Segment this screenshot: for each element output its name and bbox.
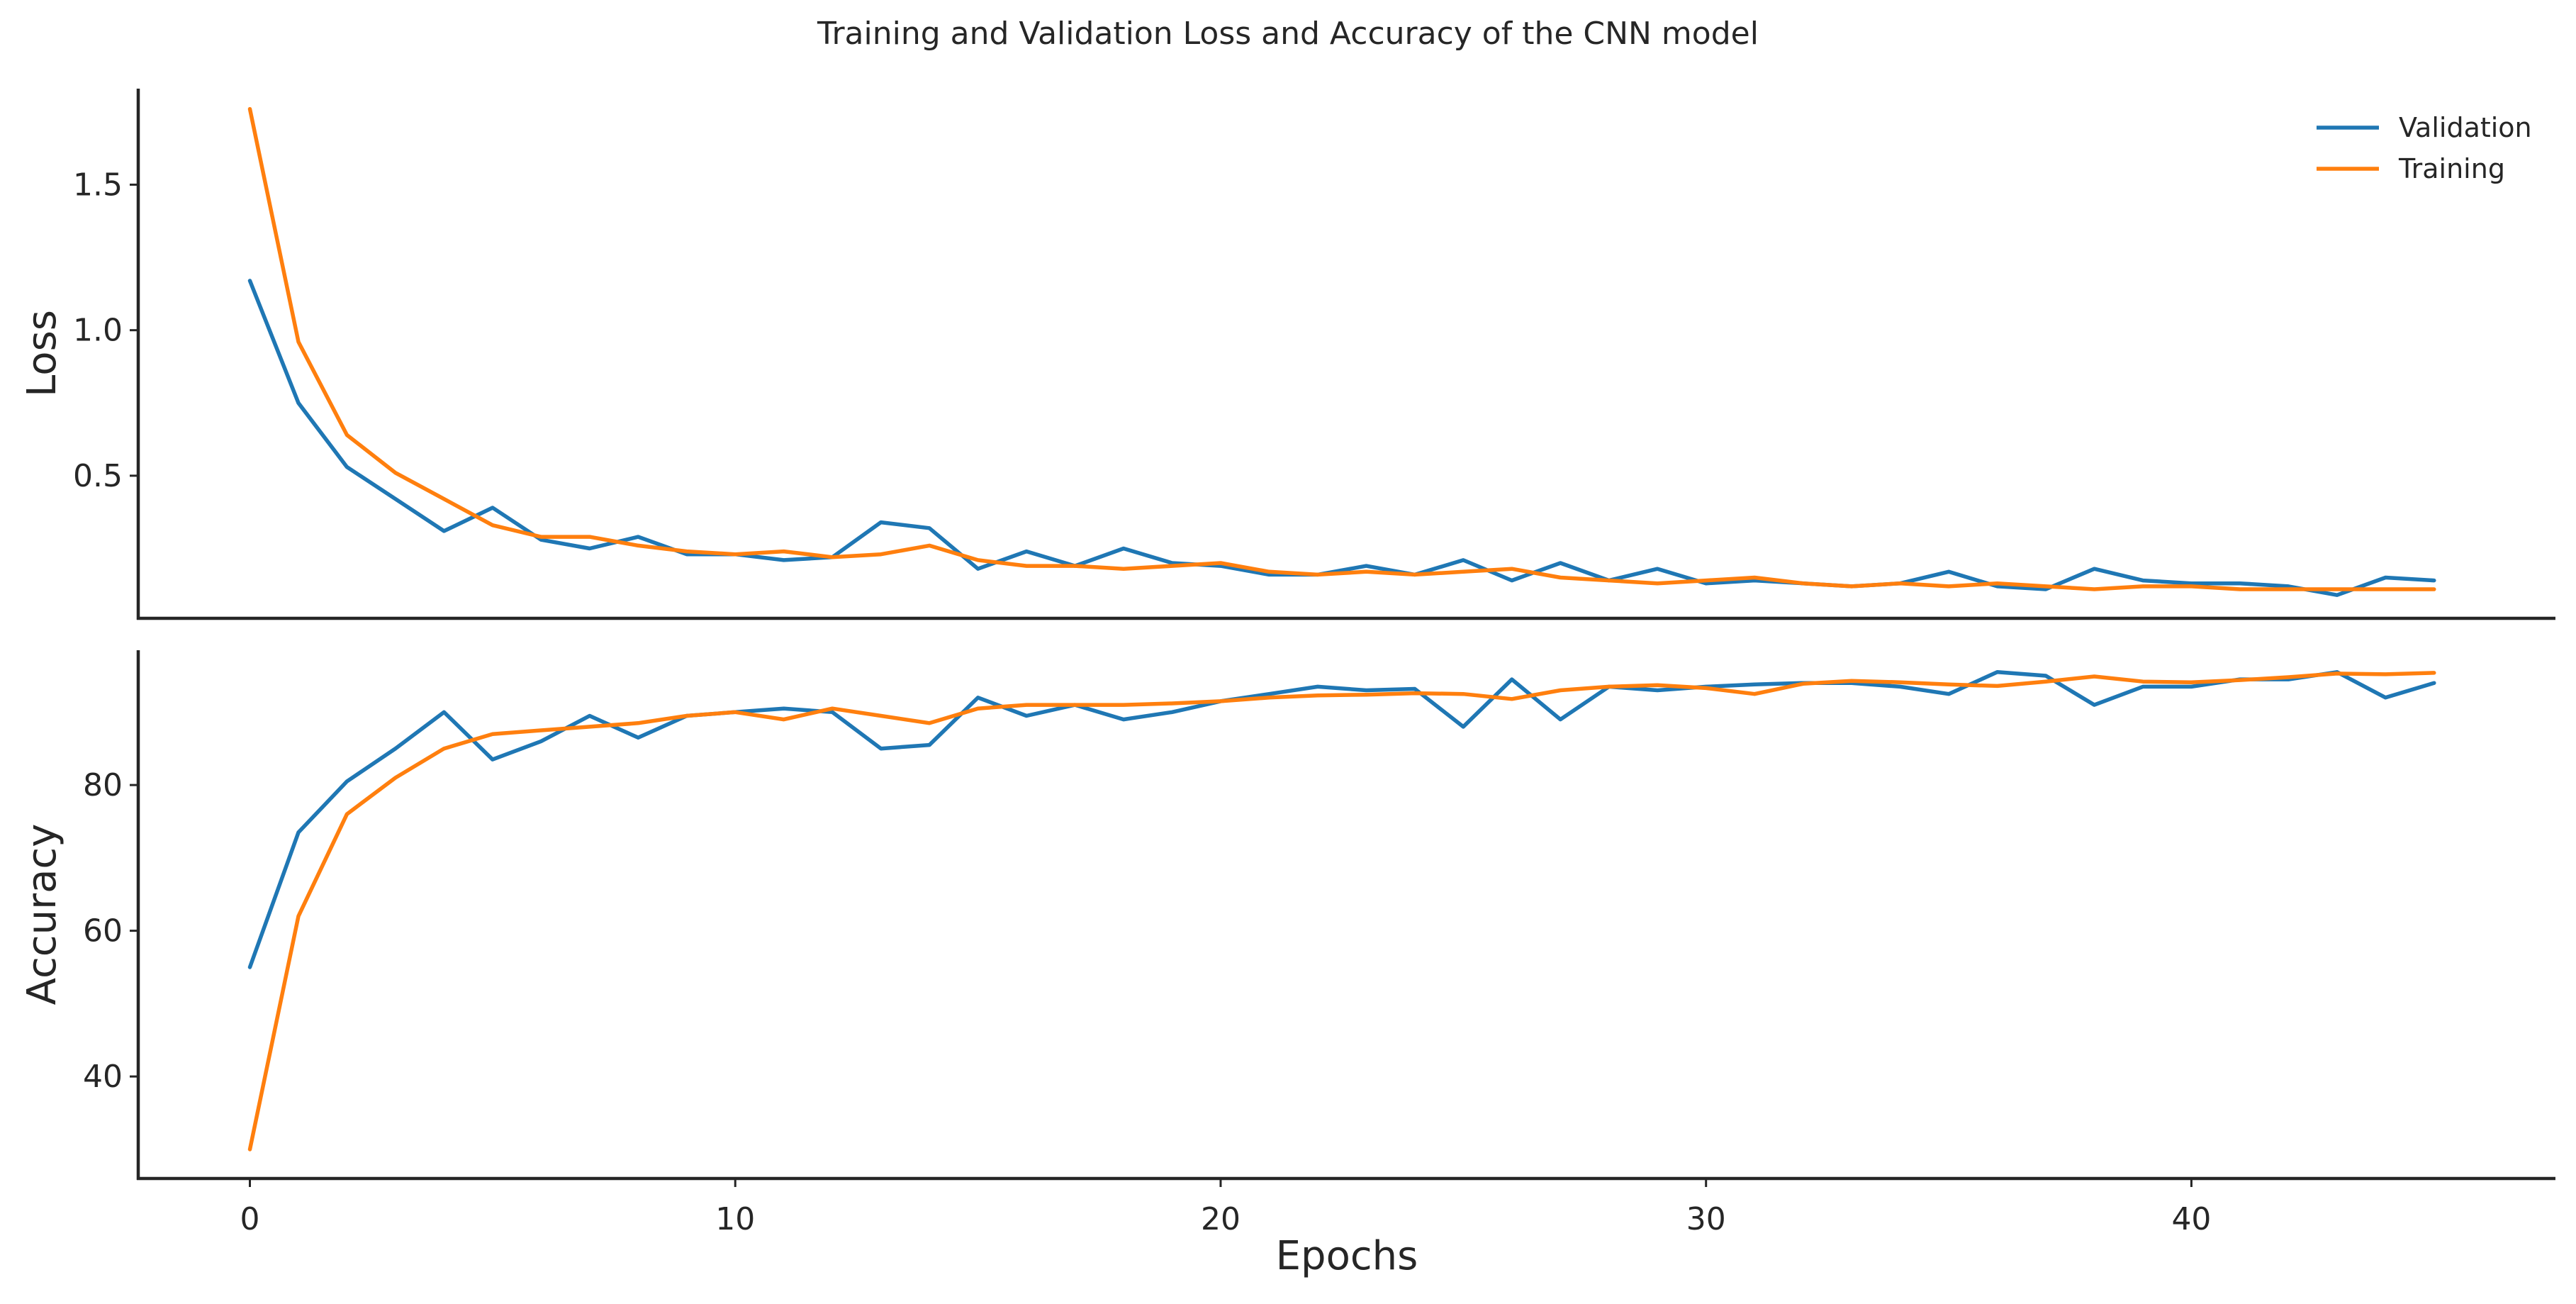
accuracy-training-line: [247, 671, 2436, 1152]
loss-validation-line: [247, 279, 2436, 597]
legend: Validation Training: [2317, 112, 2532, 184]
loss-y-tick-label: 0.5: [73, 458, 123, 494]
loss-y-axis-label: Loss: [19, 310, 65, 397]
x-tick-label: 20: [1201, 1201, 1241, 1237]
legend-label-training: Training: [2398, 153, 2505, 184]
accuracy-y-tick-label: 40: [83, 1059, 123, 1095]
loss-y-tick-label: 1.0: [73, 313, 123, 349]
accuracy-validation-line: [247, 670, 2436, 969]
x-tick-label: 0: [240, 1201, 259, 1237]
loss-panel: 0.5 1.0 1.5 Loss: [19, 89, 2555, 620]
legend-label-validation: Validation: [2399, 112, 2532, 143]
x-tick-label: 10: [715, 1201, 755, 1237]
chart-title: Training and Validation Loss and Accurac…: [817, 16, 1759, 52]
x-tick-label: 30: [1686, 1201, 1726, 1237]
loss-training-line: [247, 106, 2436, 591]
accuracy-y-tick-label: 80: [83, 767, 123, 803]
x-tick-label: 40: [2171, 1201, 2211, 1237]
accuracy-panel: 40 60 80 Accuracy 0 10 20 30 40: [19, 650, 2555, 1237]
accuracy-y-tick-label: 60: [83, 913, 123, 949]
accuracy-y-axis-label: Accuracy: [19, 824, 65, 1005]
loss-y-tick-label: 1.5: [73, 167, 123, 203]
x-axis-label: Epochs: [1276, 1233, 1418, 1279]
